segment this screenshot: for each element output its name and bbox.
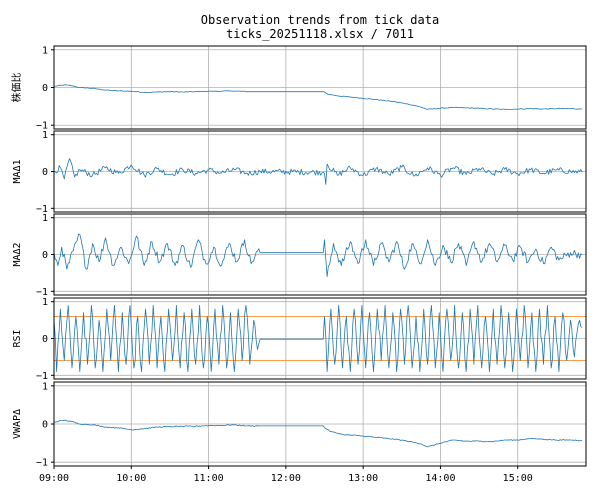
y-axis-label: VWAPΔ bbox=[12, 409, 23, 439]
y-tick-label: 1 bbox=[42, 381, 48, 392]
series-line-price-ratio bbox=[53, 84, 583, 110]
series-line-ma-delta-2 bbox=[53, 233, 583, 277]
y-tick-label: 0 bbox=[42, 83, 48, 94]
y-axis-label: RSI bbox=[12, 329, 23, 347]
y-tick-label: −1 bbox=[36, 121, 48, 132]
y-tick-label: −1 bbox=[36, 371, 48, 382]
y-tick-label: 0 bbox=[42, 334, 48, 345]
chart-title: Observation trends from tick data bbox=[201, 13, 439, 27]
panel-frame bbox=[53, 130, 587, 213]
y-axis-label: MAΔ1 bbox=[12, 159, 23, 183]
y-tick-label: 1 bbox=[42, 297, 48, 308]
series-line-rsi bbox=[53, 305, 583, 372]
panel-frame bbox=[53, 213, 587, 296]
y-tick-label: −1 bbox=[36, 458, 48, 469]
panel-rsi: 1 0 −1 RSI bbox=[12, 297, 587, 382]
panel-frame bbox=[53, 297, 587, 380]
panel-vwap-delta: 1 0 −1 VWAPΔ bbox=[12, 381, 587, 469]
y-tick-label: −1 bbox=[36, 287, 48, 298]
x-tick-label: 10:00 bbox=[116, 473, 146, 484]
y-tick-label: 0 bbox=[42, 420, 48, 431]
x-tick-label: 12:00 bbox=[271, 473, 301, 484]
panel-frame bbox=[53, 381, 587, 467]
y-axis-label: 株価比 bbox=[10, 73, 23, 103]
panel-price-ratio: 1 0 −1 株価比 bbox=[10, 45, 587, 132]
x-axis: 09:00 10:00 11:00 12:00 13:00 14:00 15:00 bbox=[39, 466, 533, 484]
y-tick-label: 1 bbox=[42, 130, 48, 141]
y-tick-label: 1 bbox=[42, 213, 48, 224]
panel-frame bbox=[53, 45, 587, 130]
x-tick-label: 09:00 bbox=[39, 473, 69, 484]
y-tick-label: 1 bbox=[42, 45, 48, 56]
series-line-vwap-delta bbox=[54, 419, 583, 448]
y-tick-label: 0 bbox=[42, 167, 48, 178]
y-axis-label: MAΔ2 bbox=[12, 242, 23, 266]
x-tick-label: 11:00 bbox=[194, 473, 224, 484]
y-tick-label: −1 bbox=[36, 204, 48, 215]
x-tick-label: 13:00 bbox=[348, 473, 378, 484]
panel-ma-delta-1: 1 0 −1 MAΔ1 bbox=[12, 130, 587, 215]
series-line-ma-delta-1 bbox=[53, 158, 583, 185]
chart-subtitle: ticks_20251118.xlsx / 7011 bbox=[226, 27, 414, 41]
panels: 1 0 −1 株価比 1 0 −1 MAΔ1 1 0 −1 MAΔ2 1 0 −1 RSI 1 0 −1 VWAPΔ bbox=[10, 45, 587, 469]
y-tick-label: 0 bbox=[42, 250, 48, 261]
panel-ma-delta-2: 1 0 −1 MAΔ2 bbox=[12, 213, 587, 298]
x-tick-label: 15:00 bbox=[503, 473, 533, 484]
x-tick-label: 14:00 bbox=[425, 473, 455, 484]
